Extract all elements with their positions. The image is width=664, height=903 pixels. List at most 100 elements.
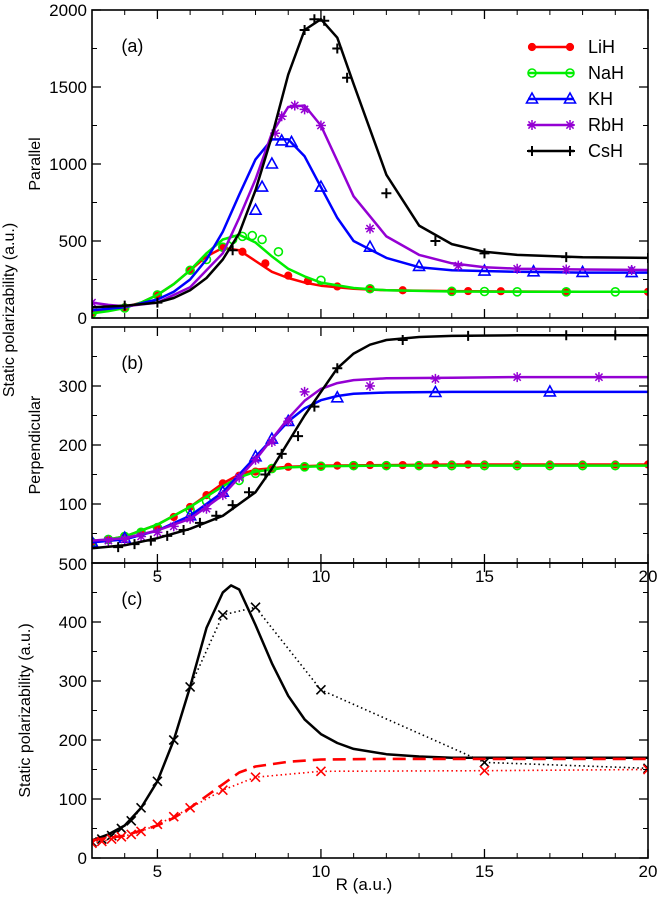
series-3-marker bbox=[96, 836, 107, 847]
kh-marker bbox=[255, 179, 269, 192]
nah-marker bbox=[201, 254, 212, 265]
series-2-line bbox=[92, 757, 648, 842]
kh-marker bbox=[284, 134, 299, 148]
series-3-marker bbox=[185, 802, 196, 813]
csh-marker bbox=[561, 252, 572, 263]
rbh-marker bbox=[276, 111, 287, 122]
legend-marker bbox=[563, 91, 577, 104]
rbh-marker bbox=[136, 531, 147, 542]
y-tick-label: 500 bbox=[59, 555, 87, 574]
series-1-line bbox=[92, 606, 648, 843]
kh-marker bbox=[248, 202, 263, 215]
nah-marker bbox=[610, 287, 621, 297]
csh-marker bbox=[194, 517, 205, 528]
series-1-marker bbox=[135, 802, 147, 813]
csh-marker bbox=[332, 363, 343, 374]
nah-marker bbox=[381, 460, 392, 471]
y-tick-label: 1000 bbox=[49, 155, 87, 174]
nah-marker bbox=[479, 286, 490, 297]
rbh-marker bbox=[250, 454, 261, 465]
rbh-marker bbox=[299, 386, 310, 397]
lih-line bbox=[92, 463, 648, 544]
panel-y-label: Parallel bbox=[27, 137, 44, 190]
csh-marker bbox=[145, 535, 156, 546]
nah-marker bbox=[414, 460, 424, 471]
series-3-marker bbox=[479, 765, 490, 776]
csh-marker bbox=[319, 15, 330, 26]
y-tick-label: 200 bbox=[59, 436, 87, 455]
y-tick-label: 0 bbox=[78, 849, 87, 868]
panel-label: (b) bbox=[121, 353, 143, 373]
panel-y-label: Perpendicular bbox=[27, 395, 44, 494]
nah-marker bbox=[479, 460, 490, 471]
csh-marker bbox=[397, 334, 408, 345]
csh-marker bbox=[463, 330, 474, 341]
csh-marker bbox=[309, 401, 320, 412]
series-1-marker bbox=[126, 815, 137, 826]
csh-marker bbox=[293, 431, 304, 442]
legend-marker bbox=[565, 42, 575, 52]
series-1-marker bbox=[217, 609, 228, 620]
csh-line bbox=[92, 334, 648, 550]
nah-marker bbox=[577, 460, 588, 471]
csh-marker bbox=[332, 43, 343, 54]
kh-marker bbox=[314, 179, 328, 192]
legend-label: KH bbox=[588, 89, 613, 109]
series-3-marker bbox=[642, 764, 648, 775]
csh-marker bbox=[479, 248, 490, 259]
nah-marker bbox=[446, 460, 457, 471]
csh-marker bbox=[227, 500, 238, 511]
series-3-marker bbox=[135, 826, 147, 837]
legend-marker bbox=[525, 91, 539, 104]
lih-marker bbox=[238, 247, 247, 256]
panel-a: 0 500 1000 1500 2000 (a) Parallel LiH NaH KH RbH Cs… bbox=[27, 1, 649, 328]
nah-marker bbox=[257, 234, 267, 245]
x-tick-label: 5 bbox=[153, 862, 162, 881]
rbh-marker bbox=[270, 128, 281, 139]
rbh-marker bbox=[593, 372, 604, 383]
rbh-marker bbox=[185, 513, 196, 524]
kh-marker bbox=[330, 390, 345, 403]
kh-marker bbox=[363, 239, 377, 252]
panel-frame bbox=[91, 562, 649, 859]
rbh-marker bbox=[289, 100, 300, 111]
rbh-marker bbox=[201, 503, 212, 514]
rbh-marker bbox=[152, 527, 163, 538]
rbh-marker bbox=[299, 104, 310, 115]
csh-marker bbox=[119, 300, 130, 311]
rbh-marker bbox=[283, 416, 294, 427]
series-1-marker bbox=[185, 681, 196, 692]
kh-marker bbox=[624, 264, 639, 278]
nah-marker bbox=[545, 460, 555, 471]
rbh-line bbox=[92, 104, 648, 308]
y-tick-label: 200 bbox=[59, 731, 87, 750]
series-1-marker bbox=[250, 602, 261, 613]
kh-marker bbox=[412, 258, 426, 272]
series-0-line bbox=[92, 584, 648, 842]
nah-marker bbox=[185, 265, 195, 276]
kh-marker bbox=[428, 384, 443, 398]
csh-marker bbox=[276, 448, 287, 459]
nah-marker bbox=[365, 283, 375, 294]
nah-marker bbox=[446, 286, 457, 297]
legend-label: RbH bbox=[588, 115, 624, 135]
series-1-marker bbox=[152, 776, 163, 787]
panel-label: (a) bbox=[121, 36, 143, 56]
csh-marker bbox=[92, 302, 97, 313]
rbh-marker bbox=[365, 381, 375, 391]
csh-marker bbox=[178, 524, 189, 535]
shared-y-axis-label: Static polarizability (a.u.) bbox=[1, 223, 18, 397]
csh-marker bbox=[299, 25, 310, 36]
x-tick-label: 10 bbox=[311, 862, 330, 881]
rbh-marker bbox=[561, 264, 572, 275]
series-3-line bbox=[92, 768, 648, 845]
csh-marker bbox=[227, 245, 238, 256]
legend-marker bbox=[565, 120, 575, 130]
kh-marker bbox=[575, 264, 590, 278]
nah-marker bbox=[273, 246, 284, 257]
rbh-marker bbox=[168, 521, 179, 532]
x-tick-label: 20 bbox=[639, 862, 658, 881]
legend-marker bbox=[527, 68, 537, 78]
